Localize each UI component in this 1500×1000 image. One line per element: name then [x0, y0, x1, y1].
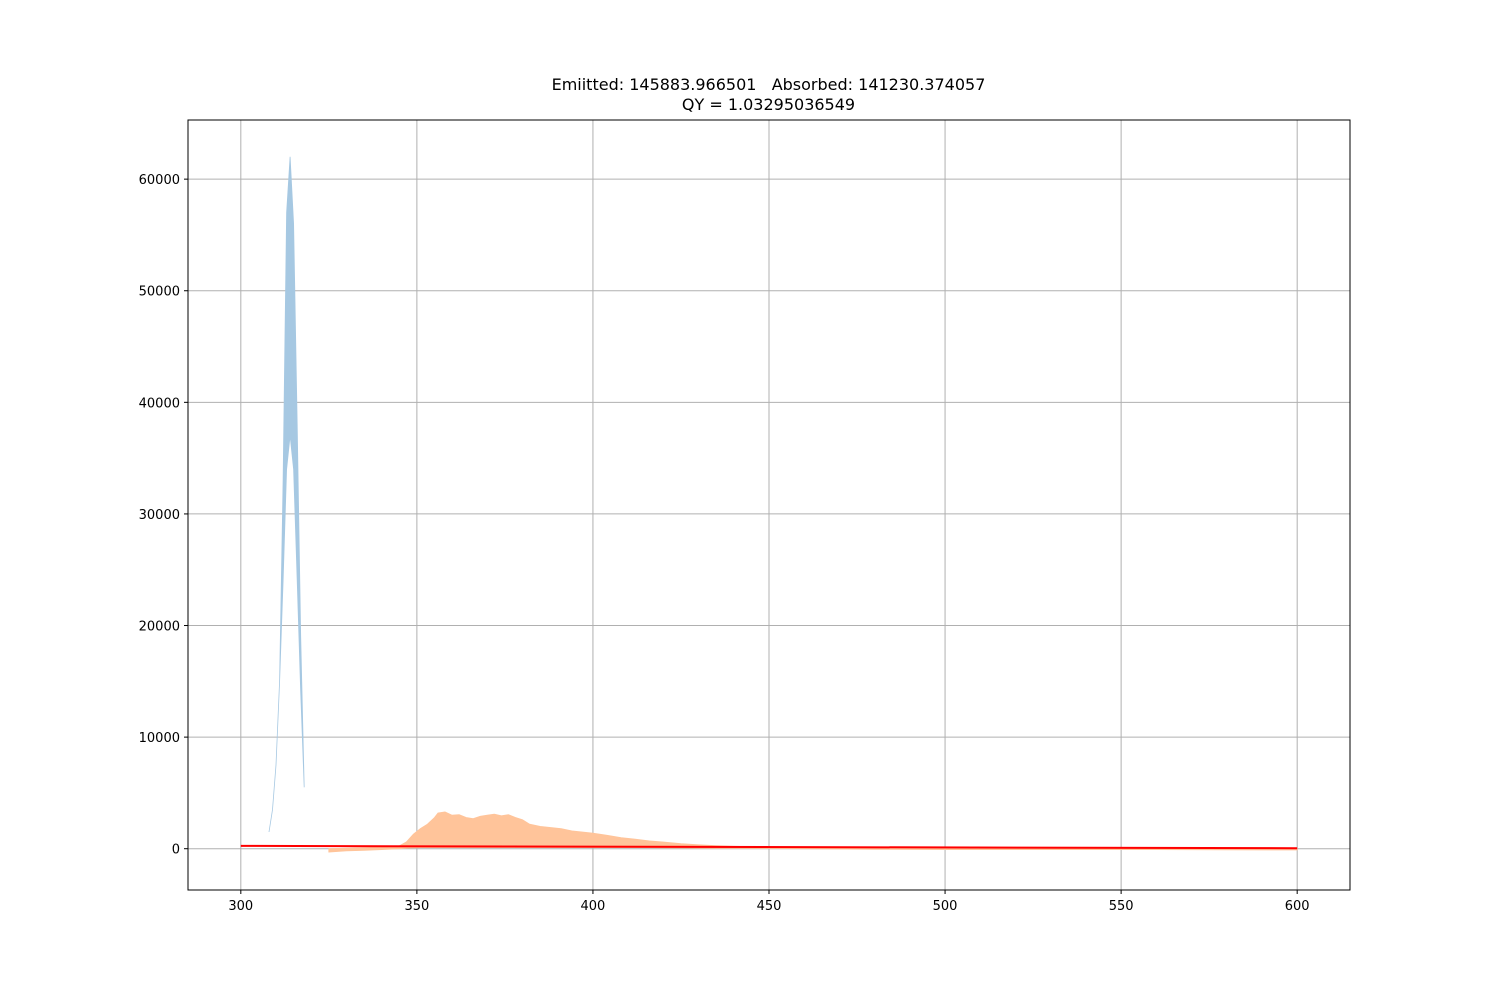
- x-tick-label: 300: [228, 899, 253, 914]
- x-tick-label: 450: [757, 899, 782, 914]
- chart-title-line-1: Emiitted: 145883.966501 Absorbed: 141230…: [551, 75, 986, 94]
- chart-title-line-2: QY = 1.03295036549: [681, 95, 856, 114]
- x-tick-label: 600: [1285, 899, 1310, 914]
- x-tick-label: 400: [581, 899, 606, 914]
- chart-title: Emiitted: 145883.966501 Absorbed: 141230…: [0, 75, 1500, 115]
- y-tick-label: 0: [172, 843, 180, 858]
- y-tick-label: 40000: [139, 396, 180, 411]
- grid-layer: [188, 120, 1350, 890]
- y-tick-label: 10000: [139, 731, 180, 746]
- line-baseline: [240, 844, 1298, 850]
- y-tick-label: 30000: [139, 508, 180, 523]
- y-tick-label: 20000: [139, 620, 180, 635]
- y-tick-label: 60000: [139, 173, 180, 188]
- x-tick-label: 500: [933, 899, 958, 914]
- area-emitted: [328, 811, 1298, 853]
- y-tick-label: 50000: [139, 285, 180, 300]
- x-tick-label: 350: [404, 899, 429, 914]
- x-tick-label: 550: [1109, 899, 1134, 914]
- area-absorbed: [268, 156, 305, 833]
- tick-layer: 300 350 400 450 500 550 600 0 10000 20000 30000 400…: [139, 173, 1310, 914]
- series-layer: [240, 156, 1298, 853]
